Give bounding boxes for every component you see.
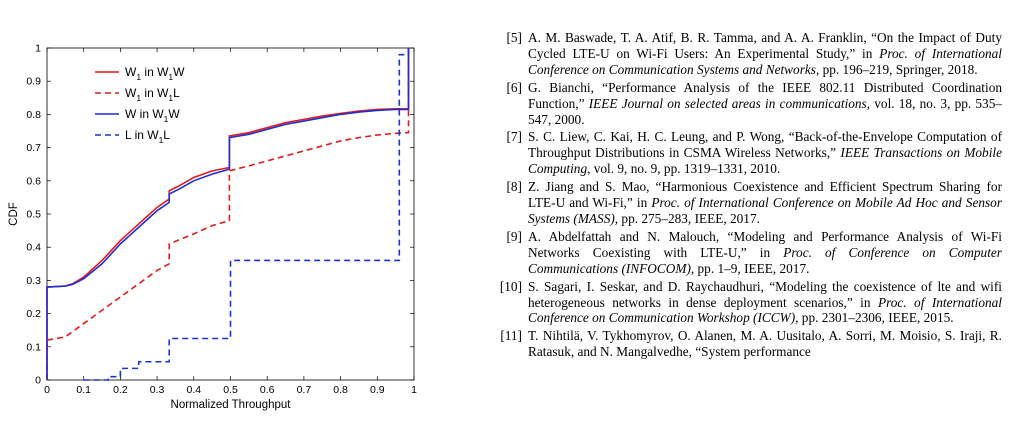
reference-item: [9] A. Abdelfattah and N. Malouch, “Model… (492, 229, 1002, 277)
x-tick-label: 0 (44, 384, 50, 396)
series-line-1 (46, 48, 410, 380)
y-tick-label: 0.4 (26, 242, 41, 254)
reference-text: T. Nihtilä, V. Tykhomyrov, O. Alanen, M.… (528, 328, 1002, 360)
plot-area: 0 0.1 0.2 0.3 0.4 0.5 0.6 0.7 0.8 0.9 1 0 0.1 0.2 0.3 0… (8, 43, 417, 412)
reference-details: , pp. 1–9, IEEE, 2017. (690, 260, 810, 276)
series-line-2 (46, 48, 410, 380)
reference-venue: IEEE Journal on selected areas in commun… (588, 95, 867, 111)
reference-details: , pp. 196–219, Springer, 2018. (815, 61, 978, 77)
y-tick-label: 0 (35, 375, 41, 387)
reference-item: [7] S. C. Liew, C. Kai, H. C. Leung, and … (492, 129, 1002, 177)
x-tick-label: 0.3 (150, 384, 165, 396)
reference-item: [6] G. Bianchi, “Performance Analysis of … (492, 80, 1002, 128)
x-tick-label: 0.5 (223, 384, 238, 396)
reference-details: , vol. 18, no. 3, pp. 535–547, 2000. (528, 95, 1003, 127)
y-tick-label: 0.6 (26, 175, 41, 187)
legend: W1 in W1W W1 in W1L W in W1W L in W1L (95, 65, 185, 145)
reference-text: Z. Jiang and S. Mao, “Harmonious Coexist… (528, 179, 1002, 211)
reference-item: [5] A. M. Baswade, T. A. Atif, B. R. Tamm… (492, 30, 1002, 78)
y-tick-label: 0.5 (26, 209, 41, 221)
legend-label-2: W1 in W1L (125, 86, 180, 103)
reference-number: [7] (506, 129, 522, 145)
reference-number: [5] (506, 30, 522, 45)
cdf-figure: 0 0.1 0.2 0.3 0.4 0.5 0.6 0.7 0.8 0.9 1 0 0.1 0.2 0.3 0… (8, 43, 417, 412)
series-line-4 (83, 48, 410, 381)
y-tick-label: 0.9 (26, 76, 41, 88)
axes-frame (46, 47, 415, 381)
x-tick-label: 0.2 (113, 384, 128, 396)
y-tick-label: 0.7 (26, 142, 41, 154)
legend-label-1: W1 in W1W (125, 65, 185, 82)
reference-number: [6] (506, 79, 522, 95)
reference-details: , vol. 9, no. 9, pp. 1319–1331, 2010. (587, 161, 781, 177)
x-tick-label: 0.1 (76, 384, 91, 396)
legend-label-4: L in W1L (125, 128, 170, 145)
reference-venue: Proc. of Conference on Computer Communic… (528, 244, 1002, 276)
reference-venue: Proc. of International Conference on Mob… (528, 195, 1002, 226)
reference-number: [11] (500, 328, 522, 344)
reference-item: [11] T. Nihtilä, V. Tykhomyrov, O. Alanen… (492, 328, 1002, 360)
reference-details: , pp. 2301–2306, IEEE, 2015. (795, 310, 954, 326)
legend-label-3: W in W1W (125, 107, 180, 124)
x-tick-label: 0.9 (370, 384, 385, 396)
x-axis-label: Normalized Throughput (171, 399, 292, 411)
y-axis-label: CDF (8, 202, 20, 226)
reference-details: , pp. 275–283, IEEE, 2017. (614, 210, 760, 226)
reference-venue: Proc. of International Conference on Com… (528, 45, 1002, 77)
series-line-3 (46, 48, 410, 380)
reference-item: [8] Z. Jiang and S. Mao, “Harmonious Coex… (492, 179, 1002, 227)
x-tick-label: 0.7 (297, 384, 312, 396)
y-tick-label: 0.3 (26, 275, 41, 287)
y-tick-label: 1 (35, 43, 41, 55)
reference-text: G. Bianchi, “Performance Analysis of the… (528, 79, 1002, 111)
reference-text: S. C. Liew, C. Kai, H. C. Leung, and P. … (528, 129, 1002, 161)
reference-venue: Proc. of International Conference on Com… (528, 294, 1002, 326)
reference-item: [10] S. Sagari, I. Seskar, and D. Raychau… (492, 279, 1002, 327)
x-tick-label: 0.6 (260, 384, 275, 396)
x-tick-label: 1 (411, 384, 417, 396)
x-tick-label: 0.8 (333, 384, 348, 396)
reference-list: [5] A. M. Baswade, T. A. Atif, B. R. Tamm… (492, 30, 1002, 362)
reference-venue: IEEE Transactions on Mobile Computing (528, 145, 1002, 177)
y-tick-label: 0.1 (26, 341, 41, 353)
reference-text: A. Abdelfattah and N. Malouch, “Modeling… (528, 228, 1002, 260)
reference-text: A. M. Baswade, T. A. Atif, B. R. Tamma, … (528, 30, 1002, 61)
reference-number: [9] (506, 228, 522, 244)
reference-number: [10] (499, 278, 522, 294)
y-tick-label: 0.8 (26, 109, 41, 121)
reference-number: [8] (506, 179, 522, 195)
reference-text: S. Sagari, I. Seskar, and D. Raychaudhur… (528, 278, 1002, 310)
y-tick-label: 0.2 (26, 308, 41, 320)
x-tick-label: 0.4 (186, 384, 201, 396)
